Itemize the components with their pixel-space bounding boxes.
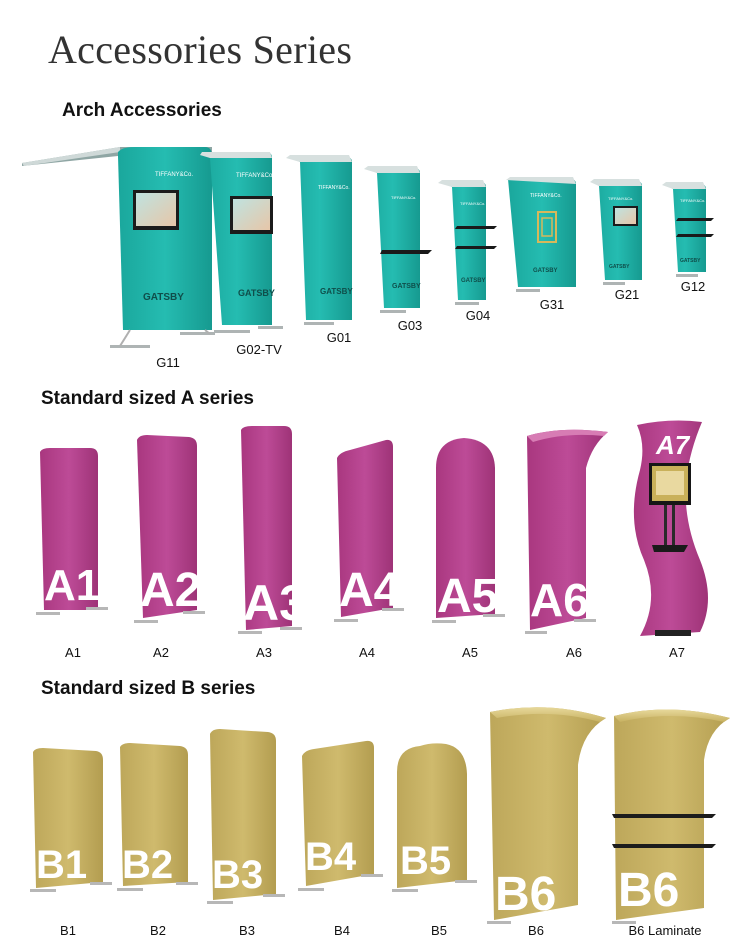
product-b2 <box>117 743 198 891</box>
product-b5 <box>392 743 477 892</box>
product-a5 <box>432 438 505 623</box>
product-a7 <box>633 420 708 636</box>
label-g21: G21 <box>614 287 640 302</box>
a7-panel-text: A7 <box>655 430 691 460</box>
label-b1: B1 <box>60 923 76 938</box>
product-b3 <box>207 729 285 904</box>
a6-panel-text: A6 <box>530 574 589 626</box>
g31-logo: GATSBY <box>533 268 558 274</box>
b2-panel-text: B2 <box>122 843 173 887</box>
label-a4: A4 <box>359 645 375 660</box>
g02-logo: GATSBY <box>238 288 275 298</box>
label-b4: B4 <box>334 923 350 938</box>
label-a5: A5 <box>462 645 478 660</box>
label-g11: G11 <box>156 355 180 370</box>
b6-panel-text: B6 <box>495 868 556 921</box>
product-g11 <box>22 147 215 348</box>
label-b5: B5 <box>431 923 447 938</box>
b6-laminate-panel-text: B6 <box>618 864 679 917</box>
page-title: Accessories Series <box>48 27 353 72</box>
label-b6-laminate: B6 Laminate <box>628 923 702 938</box>
section-title-a: Standard sized A series <box>41 388 254 409</box>
label-b6: B6 <box>528 923 544 938</box>
label-a7: A7 <box>669 645 685 660</box>
product-g04 <box>438 180 497 305</box>
product-g03 <box>364 166 432 313</box>
g01-logo: GATSBY <box>320 287 353 296</box>
product-a2 <box>134 435 205 623</box>
b4-panel-text: B4 <box>305 835 357 879</box>
label-g12: G12 <box>680 279 706 294</box>
g12-logo: GATSBY <box>680 258 701 264</box>
section-title-b: Standard sized B series <box>41 678 256 699</box>
b1-panel-text: B1 <box>36 843 87 887</box>
g11-brand: TIFFANY&Co. <box>155 172 193 178</box>
g02-brand: TIFFANY&Co. <box>236 173 274 179</box>
a1-panel-text: A1 <box>44 561 100 610</box>
b3-panel-text: B3 <box>212 853 263 897</box>
product-a6 <box>525 429 608 634</box>
b5-panel-text: B5 <box>400 839 451 883</box>
label-g01: G01 <box>326 330 352 345</box>
g11-logo: GATSBY <box>143 292 184 303</box>
g04-logo: GATSBY <box>461 278 486 284</box>
product-b6-laminate <box>612 709 730 924</box>
label-a1: A1 <box>65 645 81 660</box>
label-g04: G04 <box>465 308 491 323</box>
g21-logo: GATSBY <box>609 264 630 270</box>
product-a1 <box>36 448 108 615</box>
label-b3: B3 <box>239 923 255 938</box>
g12-brand: TIFFANY&Co. <box>680 198 705 203</box>
label-b2: B2 <box>150 923 166 938</box>
product-g12 <box>662 182 714 277</box>
product-a4 <box>334 439 404 622</box>
g31-brand: TIFFANY&Co. <box>530 193 562 199</box>
product-g21 <box>590 179 642 285</box>
product-b6 <box>487 707 606 924</box>
product-g02-tv <box>200 152 283 333</box>
g03-logo: GATSBY <box>392 283 421 290</box>
a4-panel-text: A4 <box>339 564 401 617</box>
g21-brand: TIFFANY&Co. <box>608 196 633 201</box>
label-g31: G31 <box>539 297 565 312</box>
g01-brand: TIFFANY&Co. <box>318 185 350 191</box>
g04-brand: TIFFANY&Co. <box>460 201 485 206</box>
label-g02-tv: G02-TV <box>236 342 282 357</box>
label-a2: A2 <box>153 645 169 660</box>
a5-panel-text: A5 <box>437 570 498 623</box>
product-g01 <box>286 155 352 325</box>
label-a6: A6 <box>566 645 582 660</box>
product-a3 <box>238 426 302 634</box>
g03-brand: TIFFANY&Co. <box>391 195 416 200</box>
product-b4 <box>298 740 383 891</box>
a2-panel-text: A2 <box>140 564 201 617</box>
label-a3: A3 <box>256 645 272 660</box>
a3-panel-text: A3 <box>243 575 307 631</box>
product-b1 <box>30 748 112 892</box>
section-title-arch: Arch Accessories <box>62 100 222 121</box>
label-g03: G03 <box>397 318 423 333</box>
product-g31 <box>506 177 576 292</box>
